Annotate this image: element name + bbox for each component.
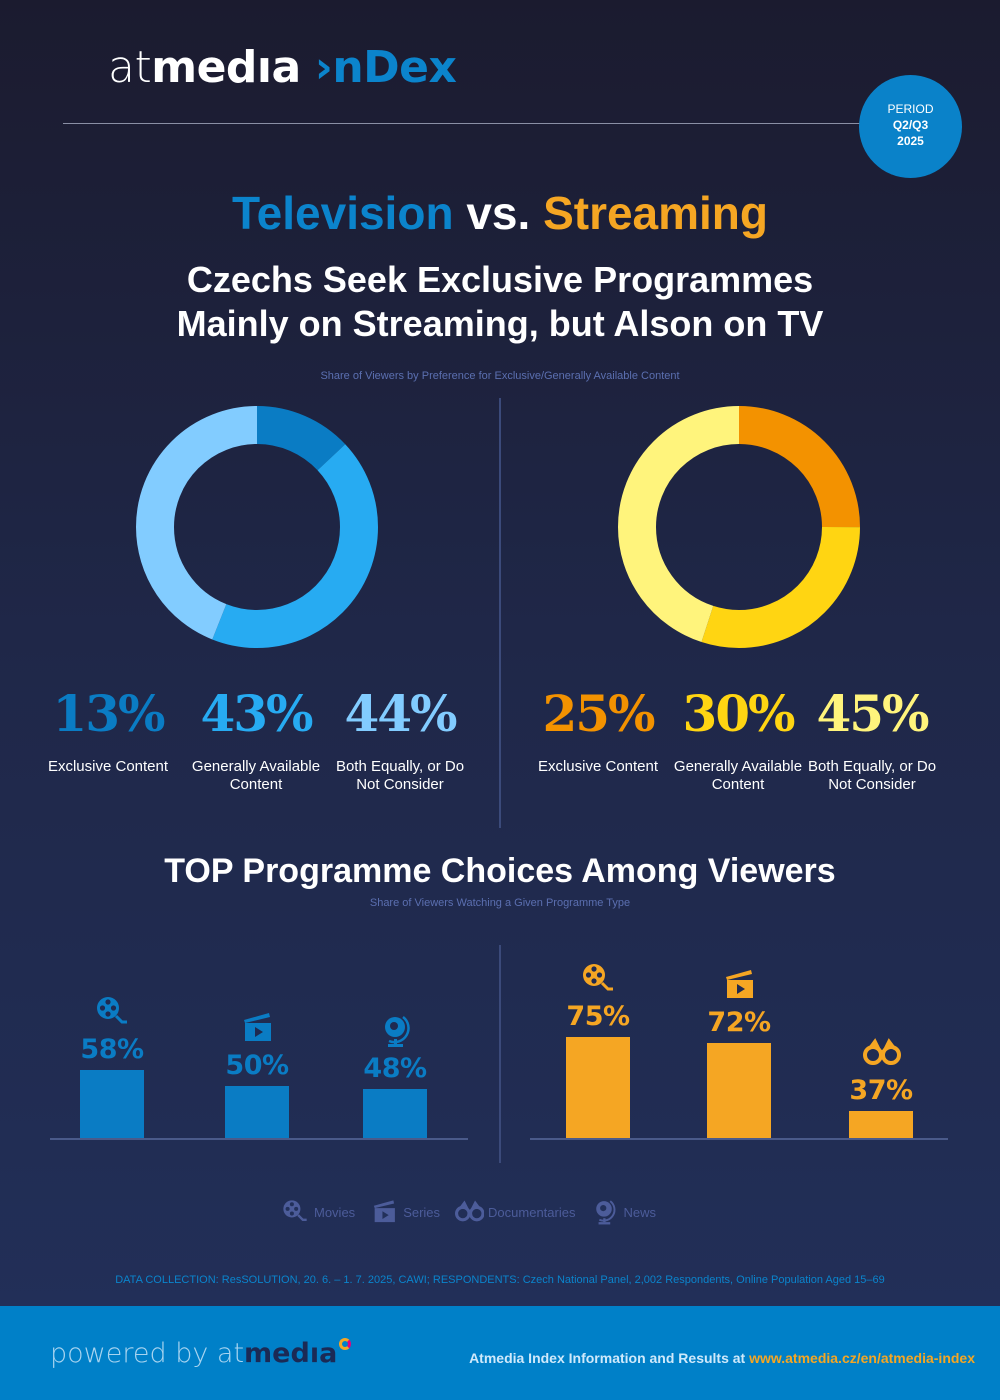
stat-value: 25% xyxy=(542,684,655,743)
stat-value: 43% xyxy=(200,684,313,743)
title-tv: Television xyxy=(231,187,454,239)
logo-at: at xyxy=(108,42,152,93)
page-title: Television vs. Streaming xyxy=(0,186,1000,240)
clapperboard-icon xyxy=(374,1200,396,1223)
powered-text: powered by xyxy=(50,1338,217,1369)
globe-icon xyxy=(596,1200,616,1225)
film-reel-icon xyxy=(283,1200,307,1221)
period-label: PERIOD xyxy=(887,102,934,116)
donut-slice-generally-available-content xyxy=(618,406,860,648)
clapperboard-icon xyxy=(244,1012,271,1041)
legend-item: News xyxy=(589,1198,656,1226)
binoculars-icon xyxy=(455,1200,485,1222)
bar-movies xyxy=(80,1069,144,1138)
donut-caption: Share of Viewers by Preference for Exclu… xyxy=(320,370,680,382)
title-streaming: Streaming xyxy=(543,187,769,239)
stat-label: Both Equally, or Do Not Consider xyxy=(807,758,937,793)
stat-label: Generally Available Content xyxy=(673,758,803,793)
atmedia-logo-mark-icon xyxy=(339,1338,352,1350)
legend-item: Documentaries xyxy=(454,1198,575,1226)
bar-documentaries xyxy=(849,1110,913,1138)
brand-media: medıa xyxy=(244,1338,338,1369)
bar-caption: Share of Viewers Watching a Given Progra… xyxy=(369,897,631,909)
donut-slice-both-equally-or-do-not-consider xyxy=(136,406,378,648)
bar-label: 75% xyxy=(566,1000,630,1032)
globe-icon xyxy=(385,1016,410,1048)
period-quarter: Q2/Q3 xyxy=(892,118,929,132)
subtitle-line2: Mainly on Streaming, but Alson on TV xyxy=(176,303,824,344)
vertical-divider xyxy=(499,945,501,1163)
stat-value: 45% xyxy=(816,684,929,743)
donut-slice-generally-available-content xyxy=(136,406,378,648)
streaming-axis xyxy=(530,1138,948,1140)
data-collection-note: DATA COLLECTION: ResSOLUTION, 20. 6. – 1… xyxy=(115,1274,885,1286)
bar-movies xyxy=(566,1036,630,1138)
stat-value: 44% xyxy=(344,684,457,743)
bar-news xyxy=(363,1089,427,1138)
streaming-donut-chart xyxy=(618,406,860,648)
info-text: Atmedia Index Information and Results at xyxy=(469,1350,750,1366)
bar-series xyxy=(225,1085,289,1138)
film-reel-icon xyxy=(97,996,127,1024)
stat-value: 30% xyxy=(682,684,795,743)
divider xyxy=(63,123,863,124)
bar-label: 48% xyxy=(363,1053,427,1085)
logo-media: medıa xyxy=(151,42,301,93)
footer xyxy=(0,1306,1000,1400)
stat-label: Exclusive Content xyxy=(537,758,659,775)
stat-label: Exclusive Content xyxy=(47,758,169,775)
film-reel-icon xyxy=(583,963,613,991)
legend-item: Series xyxy=(369,1198,440,1226)
tv-donut-chart xyxy=(136,406,378,648)
legend-label: Movies xyxy=(314,1204,356,1220)
powered-by: powered by atmedıa xyxy=(50,1338,352,1369)
period-badge: PERIOD Q2/Q3 2025 xyxy=(859,75,962,178)
legend-label: News xyxy=(623,1204,656,1220)
brand-at: at xyxy=(216,1338,245,1369)
legend-item: Movies xyxy=(280,1198,355,1226)
subtitle-line1: Czechs Seek Exclusive Programmes xyxy=(186,259,814,300)
title-vs: vs. xyxy=(453,187,544,239)
info-link[interactable]: www.atmedia.cz/en/atmedia-index xyxy=(749,1350,975,1366)
bar-label: 37% xyxy=(849,1074,913,1106)
stat-label: Generally Available Content xyxy=(191,758,321,793)
tv-axis xyxy=(50,1138,468,1140)
legend-label: Documentaries xyxy=(488,1204,576,1220)
bar-label: 72% xyxy=(707,1006,771,1038)
binoculars-icon xyxy=(863,1038,901,1065)
bar-series xyxy=(707,1042,771,1138)
info-line: Atmedia Index Information and Results at… xyxy=(469,1350,975,1366)
legend-label: Series xyxy=(403,1204,441,1220)
stat-value: 13% xyxy=(52,684,165,743)
clapperboard-icon xyxy=(726,969,753,998)
bar-label: 58% xyxy=(80,1033,144,1065)
atmedia-index-logo: atmedıa ›nDex xyxy=(108,42,457,93)
legend: Movies Series Documentaries News xyxy=(280,1198,670,1226)
stat-label: Both Equally, or Do Not Consider xyxy=(335,758,465,793)
bar-label: 50% xyxy=(225,1049,289,1081)
subtitle: Czechs Seek Exclusive Programmes Mainly o… xyxy=(0,258,1000,346)
logo-index: ›nDex xyxy=(314,42,457,93)
vertical-divider xyxy=(499,398,501,828)
period-year: 2025 xyxy=(897,134,924,148)
section-title: TOP Programme Choices Among Viewers xyxy=(164,852,836,890)
donut-slice-both-equally-or-do-not-consider xyxy=(618,406,860,648)
